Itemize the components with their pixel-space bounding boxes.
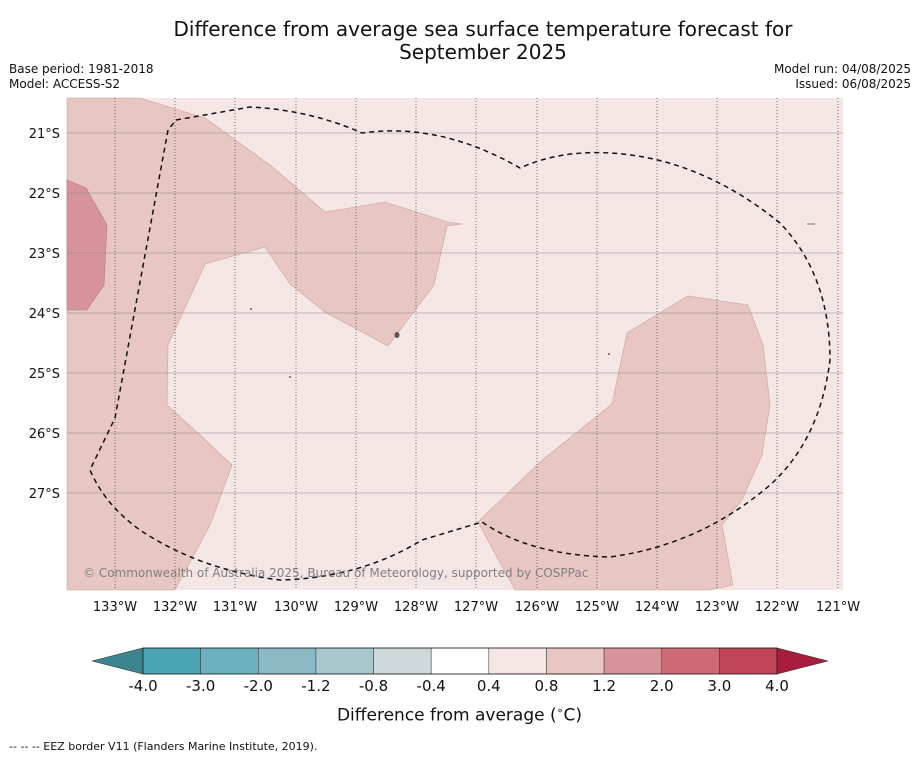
colorbar-over-arrow — [776, 647, 829, 675]
eez-border — [89, 106, 831, 581]
colorbar-tick-label: 2.0 — [650, 677, 674, 695]
colorbar-swatch — [200, 647, 259, 675]
island-marker — [394, 332, 400, 338]
lon-tick-label: 126°W — [515, 600, 559, 615]
colorbar-tick-label: -0.8 — [359, 677, 388, 695]
colorbar-tick-label: -2.0 — [244, 677, 273, 695]
colorbar-swatch — [315, 647, 374, 675]
island-marker — [289, 376, 291, 378]
island-marker — [608, 353, 610, 355]
colorbar-tick-label: -0.4 — [417, 677, 446, 695]
longitude-gridlines — [114, 98, 839, 590]
anomaly-region-west — [66, 97, 463, 591]
colorbar-tick-label: 0.4 — [477, 677, 501, 695]
issued-text: Issued: 06/08/2025 — [795, 77, 911, 91]
lon-tick-label: 130°W — [274, 600, 318, 615]
colorbar-tick-label: 1.2 — [592, 677, 616, 695]
title-line-1: Difference from average sea surface temp… — [173, 17, 793, 41]
lon-tick-label: 128°W — [394, 600, 438, 615]
lon-tick-label: 129°W — [334, 600, 378, 615]
lon-tick-label: 122°W — [755, 600, 799, 615]
colorbar-tick-label: -3.0 — [186, 677, 215, 695]
anomaly-regions — [66, 97, 815, 591]
model-run-text: Model run: 04/08/2025 — [773, 62, 911, 76]
longitude-tick-labels: 133°W 132°W 131°W 130°W 129°W 128°W 127°… — [93, 600, 860, 615]
island-marker — [250, 308, 252, 310]
colorbar-swatch — [546, 647, 605, 675]
base-info: Base period: 1981-2018 Model: ACCESS-S2 — [9, 62, 154, 92]
colorbar-swatch — [373, 647, 432, 675]
latitude-tick-labels: 21°S 22°S 23°S 24°S 25°S 26°S 27°S — [29, 127, 60, 502]
colorbar-swatch — [603, 647, 662, 675]
base-period-text: Base period: 1981-2018 — [9, 62, 154, 76]
colorbar-swatch — [258, 647, 317, 675]
lat-tick-label: 25°S — [29, 367, 60, 382]
lat-tick-label: 22°S — [29, 187, 60, 202]
colorbar-tick-label: 3.0 — [707, 677, 731, 695]
anomaly-region-east — [477, 295, 771, 591]
lat-tick-label: 23°S — [29, 247, 60, 262]
copyright-text: © Commonwealth of Australia 2025, Bureau… — [83, 566, 588, 580]
lon-tick-label: 124°W — [635, 600, 679, 615]
chart-title: Difference from average sea surface temp… — [140, 18, 826, 64]
lat-tick-label: 21°S — [29, 127, 60, 142]
colorbar-title-unit: C) — [563, 705, 583, 726]
colorbar: -4.0 -3.0 -2.0 -1.2 -0.8 -0.4 0.4 0.8 1.2 2.0 3.0 4… — [91, 647, 829, 695]
lat-tick-label: 26°S — [29, 427, 60, 442]
colorbar-swatch — [661, 647, 720, 675]
lon-tick-label: 125°W — [575, 600, 619, 615]
colorbar-tick-label: 4.0 — [765, 677, 789, 695]
lon-tick-label: 123°W — [695, 600, 739, 615]
lon-tick-label: 131°W — [213, 600, 257, 615]
colorbar-title: Difference from average (∘C) — [336, 704, 583, 726]
eez-footnote: -- -- -- EEZ border V11 (Flanders Marine… — [9, 740, 318, 753]
colorbar-swatch — [488, 647, 547, 675]
colorbar-swatch — [719, 647, 778, 675]
colorbar-tick-label: -1.2 — [301, 677, 330, 695]
lat-tick-label: 27°S — [29, 487, 60, 502]
lon-tick-label: 121°W — [816, 600, 860, 615]
run-info: Model run: 04/08/2025 Issued: 06/08/2025 — [774, 62, 911, 92]
lon-tick-label: 133°W — [93, 600, 137, 615]
model-text: Model: ACCESS-S2 — [9, 77, 121, 91]
colorbar-frame — [142, 647, 778, 675]
colorbar-swatch — [430, 647, 490, 675]
colorbar-swatch — [142, 647, 201, 675]
lon-tick-label: 127°W — [454, 600, 498, 615]
anomaly-region-warm-patch — [66, 179, 108, 311]
lat-tick-label: 24°S — [29, 307, 60, 322]
colorbar-tick-label: 0.8 — [535, 677, 559, 695]
colorbar-title-text: Difference from average ( — [336, 705, 557, 726]
latitude-gridlines — [67, 132, 843, 494]
colorbar-under-arrow — [91, 647, 144, 675]
lon-tick-label: 132°W — [153, 600, 197, 615]
title-line-2: September 2025 — [399, 40, 567, 64]
colorbar-tick-label: -4.0 — [128, 677, 157, 695]
